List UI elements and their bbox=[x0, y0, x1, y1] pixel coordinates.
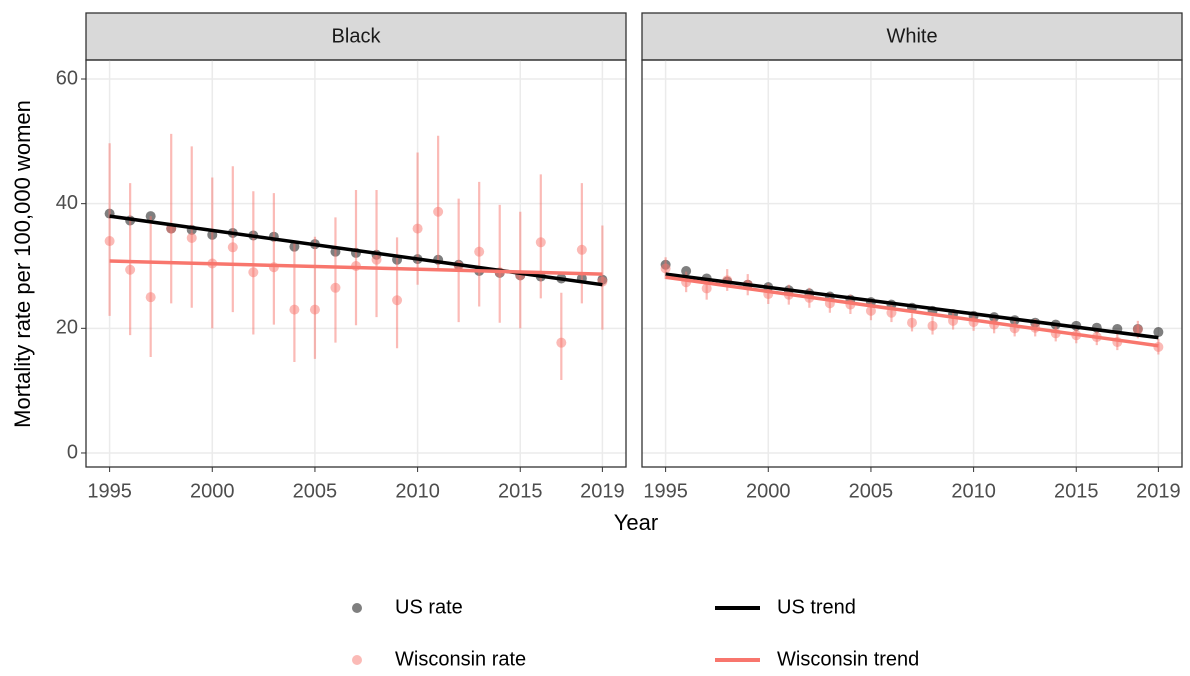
point bbox=[186, 232, 197, 243]
y-axis-title: Mortality rate per 100,000 women bbox=[10, 100, 35, 428]
y-tick-label: 60 bbox=[56, 67, 78, 89]
trend-line bbox=[665, 272, 1159, 340]
strip-title: Black bbox=[332, 25, 382, 47]
legend-label: US rate bbox=[395, 596, 463, 618]
point bbox=[907, 317, 917, 328]
point bbox=[701, 283, 712, 294]
point bbox=[309, 304, 320, 315]
strip bbox=[85, 12, 627, 61]
point bbox=[145, 292, 156, 303]
point bbox=[927, 320, 938, 331]
legend-label: Wisconsin rate bbox=[395, 648, 526, 670]
point bbox=[371, 254, 382, 265]
legend-label: Wisconsin trend bbox=[777, 648, 919, 670]
x-tick-label: 2000 bbox=[190, 480, 235, 502]
x-tick-label: 2010 bbox=[951, 480, 996, 502]
point bbox=[289, 304, 300, 315]
panel-border bbox=[85, 59, 627, 468]
x-tick-label: 2000 bbox=[746, 480, 791, 502]
point bbox=[392, 295, 403, 306]
x-tick-label: 2019 bbox=[1136, 480, 1181, 502]
x-tick-label: 2010 bbox=[395, 480, 440, 502]
legend-key bbox=[352, 603, 362, 613]
point bbox=[412, 223, 423, 234]
point bbox=[556, 337, 567, 348]
point bbox=[433, 206, 444, 217]
x-tick-label: 2005 bbox=[293, 480, 338, 502]
point bbox=[104, 236, 115, 247]
y-tick-label: 0 bbox=[67, 441, 78, 463]
x-tick-label: 2015 bbox=[1054, 480, 1099, 502]
point bbox=[660, 263, 671, 274]
point bbox=[474, 246, 485, 257]
point bbox=[1132, 324, 1143, 335]
x-tick-label: 2005 bbox=[849, 480, 894, 502]
x-tick-label: 1995 bbox=[87, 480, 132, 502]
trend-line bbox=[109, 259, 603, 276]
point bbox=[576, 244, 587, 255]
panel-border bbox=[641, 59, 1183, 468]
x-tick-label: 2015 bbox=[498, 480, 543, 502]
y-tick-label: 40 bbox=[56, 192, 78, 214]
point bbox=[681, 265, 692, 276]
point bbox=[227, 242, 238, 253]
point bbox=[125, 264, 136, 275]
legend-key bbox=[352, 655, 362, 665]
x-tick-label: 2019 bbox=[580, 480, 625, 502]
y-tick-label: 20 bbox=[56, 317, 78, 339]
point bbox=[535, 237, 546, 248]
point bbox=[1153, 327, 1164, 338]
point bbox=[865, 305, 876, 316]
point bbox=[330, 282, 341, 293]
x-axis-title: Year bbox=[614, 510, 658, 535]
trend-line bbox=[665, 275, 1159, 348]
legend-label: US trend bbox=[777, 596, 856, 618]
x-tick-label: 1995 bbox=[643, 480, 688, 502]
strip-title: White bbox=[886, 25, 937, 47]
point bbox=[248, 267, 259, 278]
